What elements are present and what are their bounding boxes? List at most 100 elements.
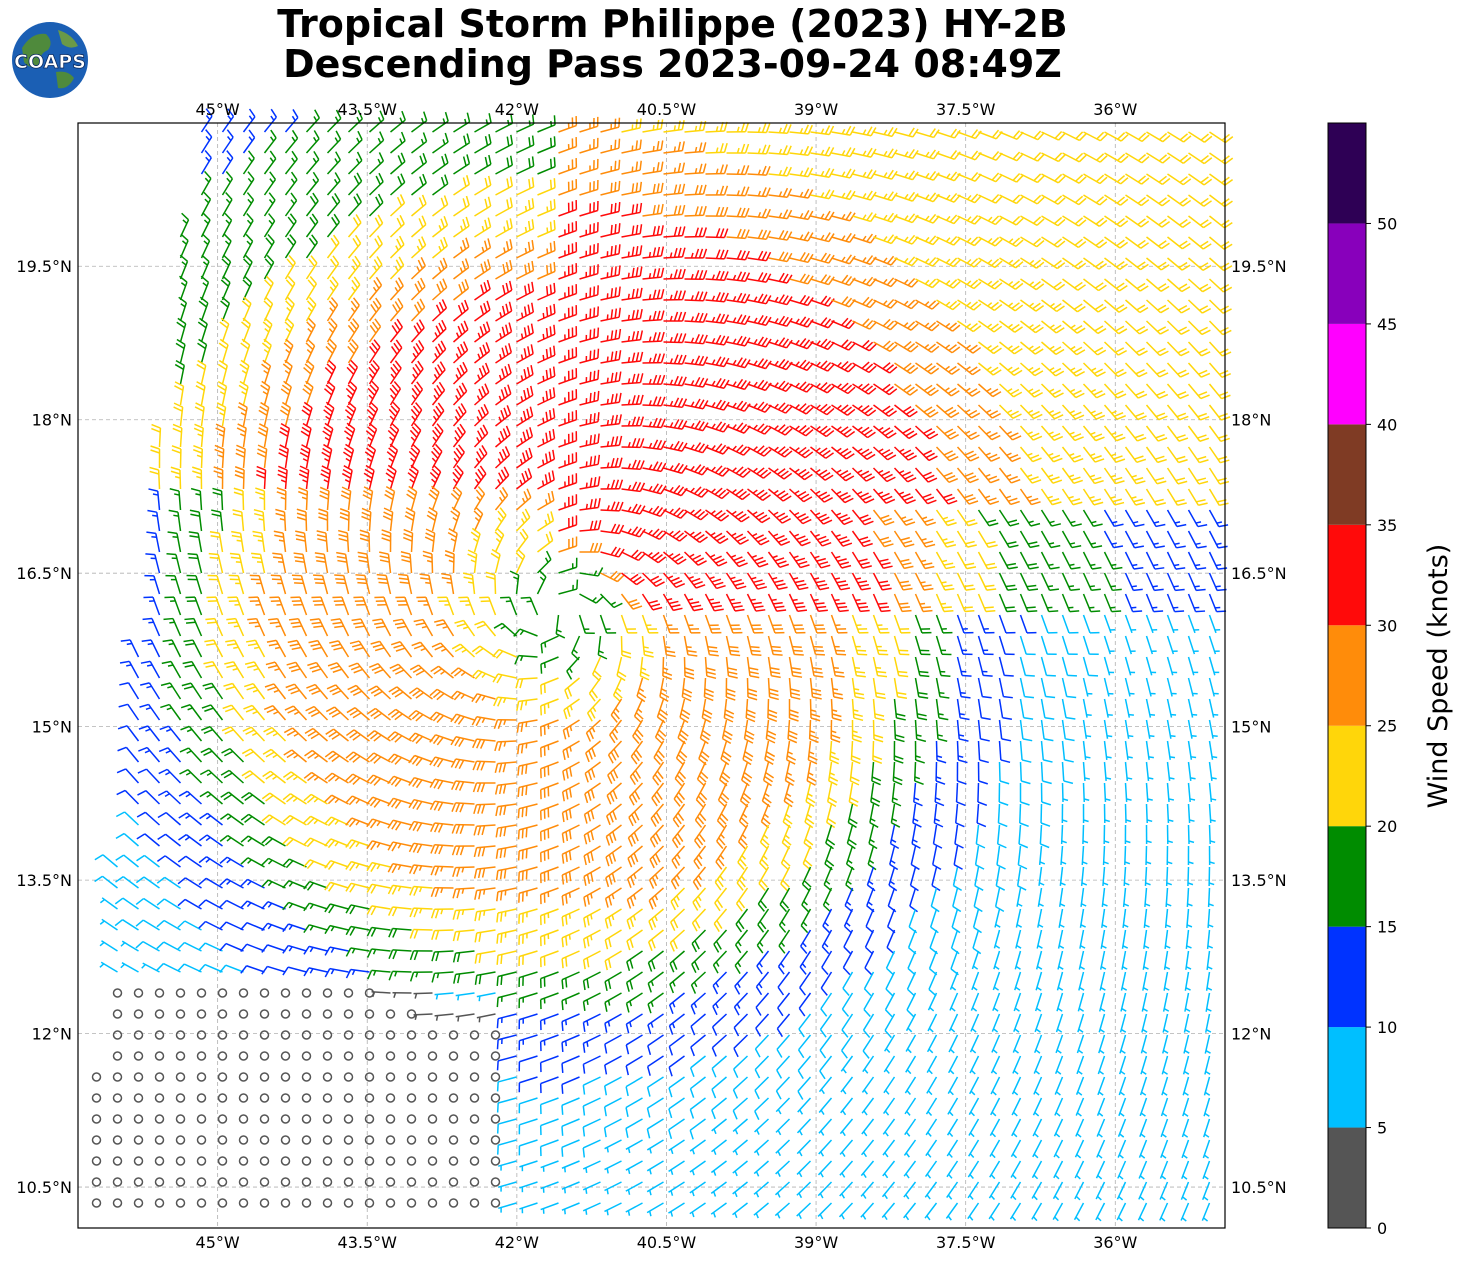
wind-barb: [200, 150, 212, 175]
wind-barb: [238, 1093, 249, 1103]
wind-barb: [1040, 761, 1052, 785]
wind-barb: [347, 297, 360, 322]
wind-barb: [653, 740, 665, 766]
wind-barb: [840, 1076, 854, 1095]
wind-barb: [389, 298, 404, 322]
wind-barb: [537, 324, 556, 343]
wind-barb: [1019, 614, 1037, 634]
wind-barb: [604, 1139, 622, 1153]
wind-barb: [228, 574, 245, 595]
wind-barb: [796, 1202, 812, 1219]
wind-barb: [662, 635, 676, 658]
wind-barb: [166, 553, 182, 574]
wind-barb: [537, 136, 556, 154]
wind-barb: [809, 698, 821, 722]
wind-barb: [515, 508, 531, 532]
wind-barb: [263, 150, 277, 175]
wind-barb: [1061, 782, 1069, 803]
wind-barb: [803, 824, 814, 850]
wind-barb: [476, 992, 496, 1002]
wind-barb: [788, 677, 801, 700]
wind-barb: [1187, 299, 1212, 314]
wind-barb: [600, 180, 621, 196]
wind-barb: [368, 235, 383, 259]
wind-barb: [324, 881, 349, 892]
wind-barb: [1167, 152, 1192, 164]
wind-barb: [797, 1076, 812, 1100]
wind-barb: [830, 509, 853, 526]
wind-barb: [1061, 656, 1077, 677]
wind-barb: [886, 908, 896, 934]
wind-barb: [498, 1202, 517, 1213]
wind-barb: [561, 782, 580, 802]
wind-barb: [214, 444, 225, 469]
wind-barb: [516, 240, 535, 259]
wind-barb: [654, 719, 667, 745]
wind-barb: [872, 614, 890, 634]
wind-barb: [261, 792, 286, 805]
wind-barb: [625, 1181, 643, 1195]
wind-barb: [839, 1139, 854, 1157]
wind-barb: [221, 254, 232, 280]
wind-barb: [332, 596, 350, 616]
wind-barb: [1034, 1013, 1043, 1033]
wind-barb: [999, 194, 1024, 205]
wind-barb: [672, 803, 686, 828]
wind-barb: [364, 988, 375, 998]
wind-barb: [326, 684, 350, 700]
wind-barb: [179, 747, 203, 763]
wind-barb: [474, 259, 492, 280]
wind-barb: [217, 1051, 228, 1061]
wind-barb: [222, 704, 245, 721]
wind-barb: [628, 782, 644, 806]
wind-barb: [324, 794, 349, 805]
wind-barb: [303, 837, 328, 848]
wind-barb: [1099, 950, 1107, 970]
lon-tick-label-bottom: 37.5°W: [936, 1233, 996, 1252]
wind-barb: [726, 378, 751, 391]
wind-barb: [704, 572, 726, 590]
wind-barb: [825, 803, 837, 829]
wind-barb: [1061, 383, 1085, 399]
wind-barb: [1202, 1181, 1211, 1201]
wind-barb: [990, 1076, 1001, 1096]
wind-barb: [777, 971, 791, 996]
wind-barb: [133, 988, 144, 998]
wind-barb: [343, 1072, 354, 1082]
wind-barb: [301, 401, 313, 427]
wind-barb: [196, 1177, 207, 1187]
wind-barb: [199, 791, 223, 805]
wind-barb: [1144, 887, 1151, 907]
wind-barb: [915, 149, 940, 160]
wind-barb: [978, 151, 1003, 161]
wind-barb: [409, 907, 433, 918]
wind-barb: [537, 261, 556, 280]
wind-barb: [1187, 551, 1207, 570]
wind-barb: [1019, 551, 1039, 570]
wind-barb: [998, 551, 1018, 570]
wind-barb: [140, 682, 161, 700]
wind-barb: [263, 275, 274, 301]
wind-barb: [498, 1160, 517, 1171]
colorbar-bin: [1328, 123, 1366, 224]
wind-barb: [684, 163, 707, 175]
wind-barb: [935, 677, 950, 699]
wind-barb: [494, 446, 511, 469]
wind-barb: [1187, 614, 1200, 634]
wind-barb: [280, 1009, 291, 1019]
wind-barb: [998, 761, 1010, 785]
wind-barb: [1208, 719, 1218, 739]
wind-barb: [946, 1139, 959, 1158]
wind-barb: [915, 278, 940, 289]
wind-barb: [1019, 509, 1041, 527]
wind-barb: [992, 971, 1001, 991]
wind-barb: [175, 1072, 186, 1082]
wind-barb: [957, 257, 982, 268]
wind-barb: [584, 782, 601, 804]
wind-barb: [1208, 299, 1232, 314]
wind-barb: [272, 552, 287, 574]
wind-barb: [116, 789, 140, 805]
wind-barb: [1138, 1181, 1148, 1201]
wind-barb: [1187, 677, 1198, 697]
wind-barb: [810, 167, 835, 179]
